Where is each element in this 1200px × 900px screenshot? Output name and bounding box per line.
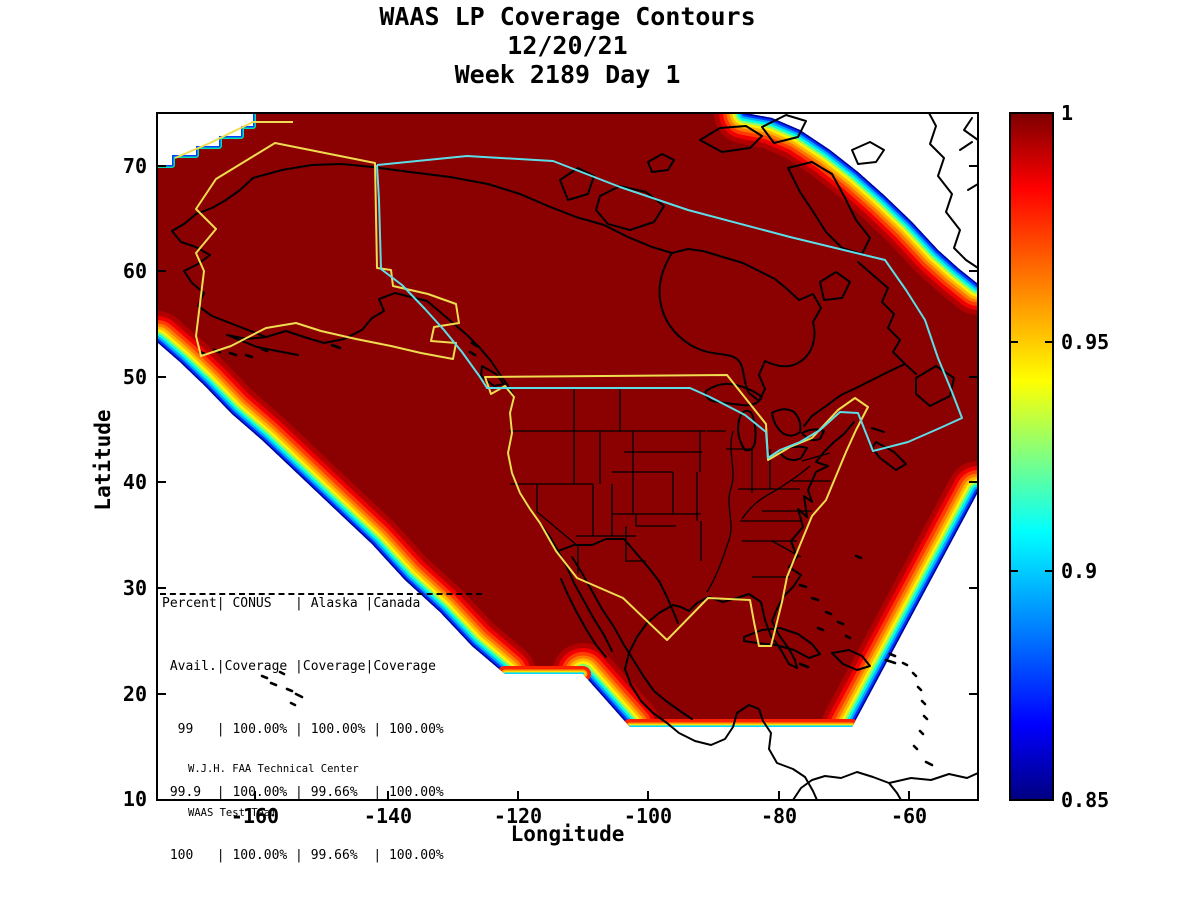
availability-table: Percent| CONUS | Alaska |Canada Avail.|C… [162,551,444,887]
x-tick-label: -60 [890,804,928,828]
greenland [928,113,978,269]
us-mexico-border [557,538,679,624]
atlantic-gulf-coast [624,421,855,800]
colorbar-tick-label: 0.85 [1061,788,1110,812]
y-tick-label: 40 [122,470,147,494]
credit-line-1: W.J.H. FAA Technical Center [188,763,359,775]
table-header-divider [160,593,482,595]
y-axis-label: Latitude [91,409,115,511]
table-header-row: Avail.|Coverage |Coverage|Coverage [162,659,436,674]
colorbar-tick-label: 0.9 [1061,559,1098,583]
y-tick-label: 50 [122,365,147,389]
coverage-field [157,113,978,727]
x-tick-label: -100 [623,804,673,828]
bottom-edge-contour [497,666,860,727]
plot-title: WAAS LP Coverage Contours 12/20/21 Week … [157,2,978,89]
arctic-islands [559,114,885,255]
x-tick-label: -80 [760,804,798,828]
hudson-bay [658,248,851,402]
labrador-stlawrence [803,261,917,427]
staircase-outline [174,121,293,159]
vancouver-island [480,365,505,387]
colorbar [1009,112,1054,801]
plot-frame [156,112,979,801]
title-line-3: Week 2189 Day 1 [454,60,681,89]
colorbar-tick-label: 1 [1061,101,1074,125]
table-header-row: Percent| CONUS | Alaska |Canada [162,596,421,611]
title-line-1: WAAS LP Coverage Contours [379,2,756,31]
y-tick-label: 30 [122,576,147,600]
cuba [743,627,821,659]
canada-region-outline [376,155,963,459]
plot-area [157,113,978,800]
y-tick-label: 70 [122,154,147,178]
credit-text: W.J.H. FAA Technical Center WAAS Test Te… [188,733,359,835]
y-tick-label: 10 [122,787,147,811]
table-row: 100 | 100.00% | 99.66% | 100.00% [162,848,444,863]
credit-line-2: WAAS Test Team [188,806,277,819]
table-row: 99 | 100.00% | 100.00% | 100.00% [162,722,444,737]
colorbar-tick-label: 0.95 [1061,330,1110,354]
table-row: 99.9 | 100.00% | 99.66% | 100.00% [162,785,444,800]
y-tick-label: 20 [122,682,147,706]
x-tick-label: -160 [230,804,280,828]
colorbar-gradient [1009,112,1054,801]
x-axis-label: Longitude [510,822,625,846]
alaska-north-coast [252,163,673,254]
island-specks [198,341,934,767]
south-america-coast [792,771,978,800]
hispaniola [831,649,871,671]
axis-tick-marks [157,165,978,800]
state-borders [509,388,831,593]
contour-fringe [157,113,978,727]
colorbar-ticks [1010,341,1053,572]
x-tick-label: -140 [363,804,413,828]
y-tick-label: 60 [122,259,147,283]
x-tick-label: -120 [493,804,543,828]
title-line-2: 12/20/21 [507,31,628,60]
conus-region-outline [484,374,869,647]
